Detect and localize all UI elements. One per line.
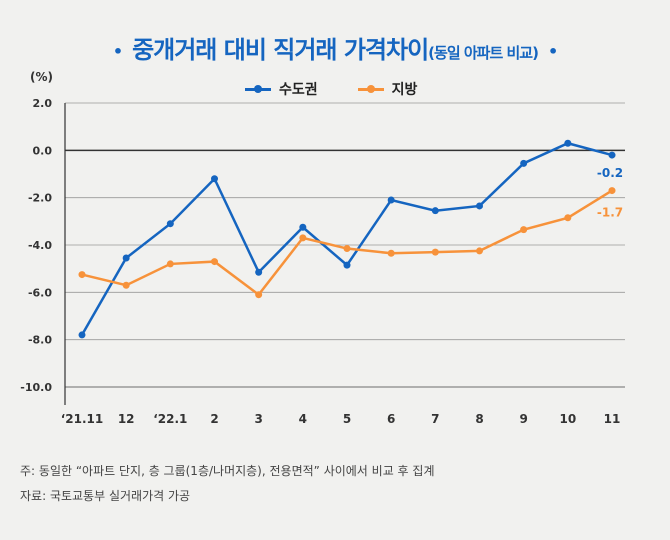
y-tick-label: -4.0 bbox=[28, 239, 52, 252]
y-tick-label: 0.0 bbox=[33, 144, 53, 157]
x-tick-label: 4 bbox=[299, 412, 307, 426]
data-point-1 bbox=[520, 226, 528, 234]
data-point-0 bbox=[387, 196, 395, 204]
series-line-1 bbox=[81, 189, 613, 297]
y-tick-label: 2.0 bbox=[33, 97, 53, 110]
title-sub: (동일 아파트 비교) bbox=[428, 44, 539, 62]
legend-item-local: 지방 bbox=[357, 79, 418, 99]
x-tick-label: 2 bbox=[210, 412, 218, 426]
footnote: 주: 동일한 “아파트 단지, 층 그룹(1층/나머지층), 전용면적” 사이에… bbox=[20, 464, 435, 478]
title-bullet-right: • bbox=[547, 41, 558, 61]
legend-item-capital: 수도권 bbox=[245, 79, 318, 99]
legend-label-capital: 수도권 bbox=[279, 82, 318, 98]
data-point-0 bbox=[520, 159, 528, 167]
data-point-1 bbox=[255, 291, 263, 299]
x-tick-label: 12 bbox=[118, 412, 135, 426]
y-tick-label: -8.0 bbox=[28, 334, 52, 347]
data-point-0 bbox=[166, 220, 174, 228]
data-point-0 bbox=[255, 268, 263, 276]
data-point-1 bbox=[299, 234, 307, 242]
data-point-0 bbox=[608, 151, 616, 159]
y-tick-label: -6.0 bbox=[28, 286, 52, 299]
data-point-1 bbox=[387, 249, 395, 257]
end-label-0: -0.2 bbox=[597, 166, 623, 180]
legend-swatch-local bbox=[357, 84, 384, 93]
x-tick-label: 9 bbox=[519, 412, 527, 426]
x-tick-label: 7 bbox=[431, 412, 439, 426]
x-tick-label: 8 bbox=[475, 412, 483, 426]
data-point-1 bbox=[211, 258, 218, 266]
data-point-0 bbox=[431, 207, 439, 215]
data-point-1 bbox=[78, 271, 86, 279]
data-point-0 bbox=[211, 175, 218, 183]
x-tick-label: 10 bbox=[559, 412, 576, 426]
data-point-1 bbox=[166, 260, 174, 268]
data-point-1 bbox=[564, 214, 572, 222]
data-point-0 bbox=[343, 261, 351, 269]
legend-label-local: 지방 bbox=[391, 82, 418, 98]
x-tick-label: 3 bbox=[254, 412, 262, 426]
y-tick-label: -10.0 bbox=[20, 381, 52, 394]
data-point-0 bbox=[78, 331, 86, 339]
series-line-0 bbox=[80, 141, 613, 336]
data-point-1 bbox=[343, 245, 351, 253]
x-tick-label: ‘22.1 bbox=[153, 412, 187, 426]
y-axis-unit: (%) bbox=[30, 70, 53, 84]
data-point-1 bbox=[122, 281, 130, 289]
x-tick-label: 11 bbox=[604, 412, 621, 426]
legend-swatch-capital bbox=[245, 84, 271, 93]
data-point-0 bbox=[476, 202, 483, 210]
title-main: 중개거래 대비 직거래 가격차이 bbox=[132, 36, 429, 64]
y-tick-label: -2.0 bbox=[28, 192, 52, 205]
x-tick-label: ‘21.11 bbox=[61, 412, 104, 426]
data-point-0 bbox=[564, 139, 572, 147]
data-point-1 bbox=[608, 187, 616, 195]
chart-title: • 중개거래 대비 직거래 가격차이(동일 아파트 비교) • bbox=[0, 30, 670, 65]
data-point-0 bbox=[299, 223, 307, 231]
data-point-1 bbox=[476, 247, 483, 255]
source-note: 자료: 국토교통부 실거래가격 가공 bbox=[20, 489, 191, 503]
legend: 수도권 지방 bbox=[245, 79, 417, 99]
x-tick-label: 5 bbox=[343, 412, 351, 426]
end-label-1: -1.7 bbox=[597, 206, 623, 220]
title-bullet-left: • bbox=[112, 41, 123, 61]
x-tick-label: 6 bbox=[387, 412, 395, 426]
data-point-0 bbox=[122, 254, 130, 262]
data-point-1 bbox=[431, 248, 439, 256]
